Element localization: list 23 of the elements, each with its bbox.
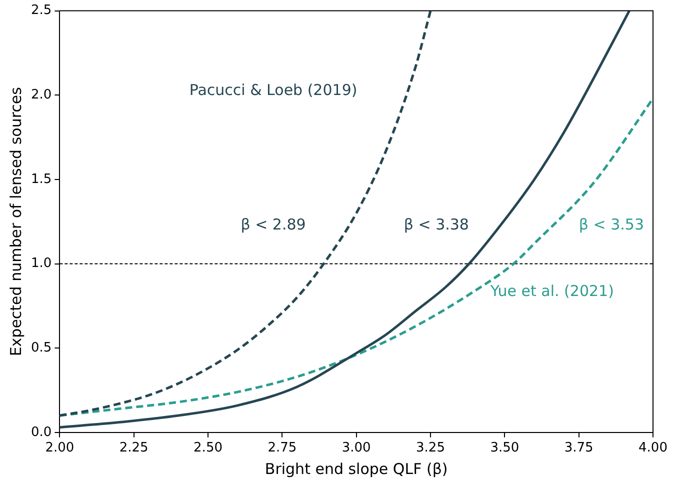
annotation: Yue et al. (2021) [489, 282, 614, 300]
x-tick-label: 2.00 [45, 440, 74, 456]
x-tick-label: 3.75 [564, 440, 594, 456]
y-tick-label: 2.5 [30, 3, 52, 18]
x-axis-title: Bright end slope QLF (β) [264, 460, 448, 478]
y-tick-label: 1.0 [30, 256, 52, 272]
annotation: β < 3.53 [578, 216, 644, 234]
y-tick-label: 0.5 [30, 340, 52, 356]
y-axis-title: Expected number of lensed sources [6, 86, 25, 356]
x-tick-label: 2.25 [119, 440, 148, 456]
line-series [58, 10, 432, 417]
x-tick-label: 3.50 [490, 440, 520, 456]
annotation: β < 3.38 [404, 216, 469, 234]
y-tick-label: 1.5 [30, 172, 52, 187]
x-tick-label: 2.50 [194, 440, 222, 456]
x-tick-label: 3.00 [342, 440, 371, 456]
annotation: β < 2.89 [240, 216, 306, 234]
annotation: Pacucci & Loeb (2019) [189, 80, 358, 99]
x-tick-label: 4.00 [638, 440, 668, 456]
x-tick-label: 3.25 [416, 440, 445, 456]
x-tick-label: 2.75 [268, 440, 297, 456]
y-tick-label: 2.0 [30, 87, 52, 102]
y-tick-label: 0.0 [30, 424, 52, 440]
